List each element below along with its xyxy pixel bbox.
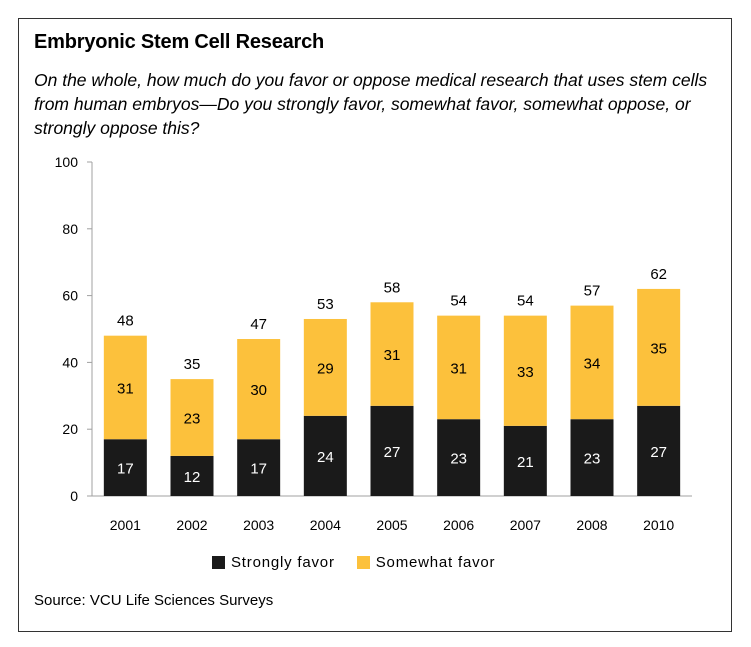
bar-strongly-favor-2002 (170, 455, 214, 496)
bar-strongly-favor-2007 (503, 425, 547, 496)
bar-label-strongly-favor-2008: 23 (584, 451, 601, 468)
total-label-2008: 57 (584, 283, 601, 300)
bar-label-somewhat-favor-2002: 23 (184, 411, 201, 428)
total-label-2004: 53 (317, 296, 334, 313)
x-tick-label-2002: 2002 (176, 517, 207, 533)
bar-label-strongly-favor-2005: 27 (384, 444, 401, 461)
bar-somewhat-favor-2001 (103, 335, 147, 440)
legend-swatch-strongly-favor (212, 556, 225, 569)
bar-somewhat-favor-2010 (637, 288, 681, 406)
bar-label-somewhat-favor-2006: 31 (450, 360, 467, 377)
bar-label-strongly-favor-2001: 17 (117, 461, 134, 478)
bar-strongly-favor-2005 (370, 405, 414, 496)
chart-title: Embryonic Stem Cell Research (34, 31, 325, 53)
x-tick-label-2004: 2004 (310, 517, 341, 533)
y-tick-label-40: 40 (62, 354, 78, 370)
x-tick-label-2007: 2007 (510, 517, 541, 533)
total-label-2002: 35 (184, 356, 201, 373)
bar-label-somewhat-favor-2010: 35 (650, 340, 667, 357)
bar-somewhat-favor-2008 (570, 305, 614, 420)
bar-strongly-favor-2010 (637, 405, 681, 496)
bar-label-somewhat-favor-2001: 31 (117, 380, 134, 397)
bar-strongly-favor-2006 (437, 419, 481, 496)
bar-label-strongly-favor-2007: 21 (517, 454, 534, 471)
total-label-2003: 47 (250, 316, 267, 333)
x-tick-label-2001: 2001 (110, 517, 141, 533)
bar-label-somewhat-favor-2007: 33 (517, 364, 534, 381)
bar-strongly-favor-2008 (570, 419, 614, 496)
x-tick-label-2003: 2003 (243, 517, 274, 533)
bar-label-somewhat-favor-2005: 31 (384, 347, 401, 364)
chart-subtitle: On the whole, how much do you favor or o… (34, 70, 708, 138)
legend-item-somewhat-favor: Somewhat favor (356, 554, 496, 571)
bar-strongly-favor-2003 (237, 439, 281, 496)
legend-label-strongly-favor: Strongly favor (231, 554, 335, 571)
bar-label-strongly-favor-2010: 27 (650, 444, 667, 461)
bar-label-somewhat-favor-2003: 30 (250, 382, 267, 399)
bar-strongly-favor-2004 (303, 415, 347, 496)
bar-label-strongly-favor-2006: 23 (450, 451, 467, 468)
total-label-2007: 54 (517, 293, 534, 310)
bar-label-strongly-favor-2004: 24 (317, 449, 334, 466)
y-tick-label-0: 0 (70, 488, 78, 504)
total-label-2005: 58 (384, 279, 401, 296)
x-tick-label-2005: 2005 (376, 517, 407, 533)
y-tick-label-20: 20 (62, 421, 78, 437)
bar-somewhat-favor-2004 (303, 318, 347, 416)
bar-strongly-favor-2001 (103, 439, 147, 496)
x-tick-label-2008: 2008 (576, 517, 607, 533)
source-note: Source: VCU Life Sciences Surveys (34, 592, 274, 609)
bar-label-strongly-favor-2003: 17 (250, 461, 267, 478)
legend-item-strongly-favor: Strongly favor (212, 554, 335, 571)
total-label-2006: 54 (450, 293, 467, 310)
legend: Strongly favor Somewhat favor (212, 554, 517, 571)
x-tick-label-2006: 2006 (443, 517, 474, 533)
bar-label-somewhat-favor-2004: 29 (317, 360, 334, 377)
legend-swatch-somewhat-favor (356, 556, 370, 569)
total-label-2001: 48 (117, 313, 134, 330)
total-label-2010: 62 (650, 266, 667, 283)
y-tick-label-80: 80 (62, 221, 78, 237)
x-tick-label-2010: 2010 (643, 517, 674, 533)
bar-label-somewhat-favor-2008: 34 (584, 355, 601, 372)
bar-label-strongly-favor-2002: 12 (184, 469, 201, 486)
bar-somewhat-favor-2006 (437, 315, 481, 420)
bar-somewhat-favor-2007 (503, 315, 547, 426)
bar-somewhat-favor-2005 (370, 302, 414, 406)
bar-somewhat-favor-2003 (237, 339, 281, 440)
y-tick-label-100: 100 (55, 154, 79, 170)
legend-label-somewhat-favor: Somewhat favor (375, 554, 496, 571)
bar-somewhat-favor-2002 (170, 379, 214, 456)
y-tick-label-60: 60 (62, 288, 78, 304)
